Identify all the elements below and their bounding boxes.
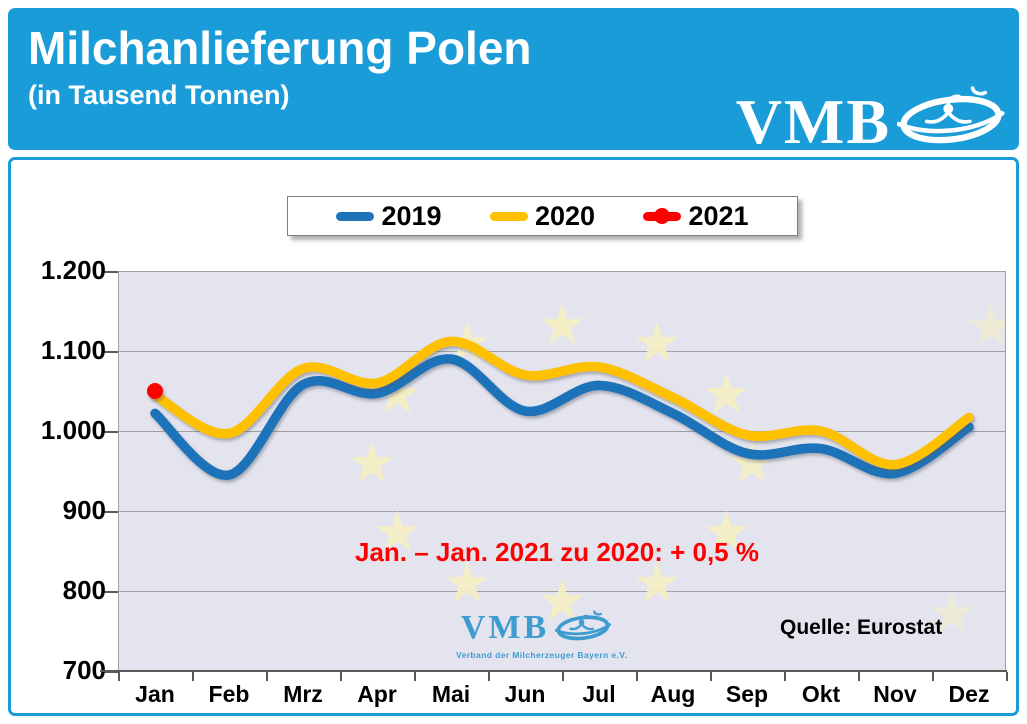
- x-tick-label: Nov: [873, 681, 917, 707]
- x-axis-tick: [562, 672, 564, 681]
- x-tick-label: Aug: [650, 681, 696, 707]
- legend-line-swatch-2021: [643, 208, 682, 224]
- x-axis-line: [100, 670, 1007, 672]
- x-axis-tick: [488, 672, 490, 681]
- legend-label: 2020: [534, 200, 596, 231]
- vmb-watermark-text: VMB: [460, 609, 550, 646]
- change-annotation: Jan. – Jan. 2021 zu 2020: + 0,5 %: [355, 537, 759, 567]
- legend-item-2020: 2020: [489, 200, 596, 232]
- x-axis-tick: [266, 672, 268, 681]
- vmb-logo: VMB: [735, 84, 1005, 158]
- x-tick-label: Jul: [582, 681, 616, 707]
- vmb-watermark-swirl-icon: [555, 610, 612, 641]
- x-tick-label: Okt: [801, 681, 841, 707]
- vmb-logo-swirl-icon: [897, 86, 1005, 144]
- x-tick-label: Jun: [504, 681, 546, 707]
- x-tick-label: Feb: [208, 681, 250, 707]
- y-tick-label: 1.200: [40, 255, 106, 285]
- legend-label: 2021: [688, 200, 749, 231]
- x-tick-label: Dez: [948, 681, 990, 707]
- x-tick-label: Apr: [357, 681, 397, 707]
- series-point-2021: [147, 383, 163, 399]
- y-tick-label: 900: [62, 495, 106, 525]
- vmb-watermark-slogan: Verband der Milcherzeuger Bayern e.V.: [456, 650, 628, 660]
- legend-label: 2019: [381, 200, 442, 231]
- vmb-logo-text: VMB: [735, 86, 891, 158]
- vmb-watermark: VMB Verband der Milcherzeuger Bayern e.V…: [456, 608, 628, 660]
- x-axis-tick: [118, 672, 120, 681]
- y-axis-tick: [103, 511, 118, 513]
- x-axis-tick: [1006, 672, 1008, 681]
- gridline: [119, 591, 1005, 593]
- source-credit: Quelle: Eurostat: [780, 616, 943, 639]
- chart-canvas: [147, 336, 974, 480]
- y-axis-tick: [103, 351, 118, 353]
- series-line-2020: [150, 336, 974, 470]
- x-axis-tick: [858, 672, 860, 681]
- legend-item-2019: 2019: [336, 200, 442, 232]
- chart-panel: 2019 2020 2021 ★★★★★★★★★★★★★★: [8, 157, 1019, 716]
- y-tick-label: 1.100: [40, 335, 106, 365]
- x-axis-tick: [710, 672, 712, 681]
- x-tick-label: Sep: [725, 681, 769, 707]
- legend-line-swatch-2020: [489, 211, 528, 221]
- page-title: Milchanlieferung Polen: [28, 22, 532, 74]
- y-tick-label: 1.000: [40, 415, 106, 445]
- y-axis-tick: [103, 431, 118, 433]
- y-axis-tick: [103, 591, 118, 593]
- x-axis-tick: [414, 672, 416, 681]
- x-tick-label: Jan: [135, 681, 175, 707]
- x-tick-label: Mai: [431, 681, 471, 707]
- x-axis-tick: [636, 672, 638, 681]
- x-axis-tick: [192, 672, 194, 681]
- series-line-2019: [150, 354, 974, 480]
- gridline: [119, 431, 1005, 433]
- gridline: [119, 511, 1005, 513]
- legend-line-swatch-2019: [336, 211, 375, 221]
- chart-legend: 2019 2020 2021: [287, 196, 798, 236]
- y-tick-label: 800: [62, 575, 106, 605]
- y-axis-tick: [103, 271, 118, 273]
- x-tick-label: Mrz: [283, 681, 323, 707]
- x-axis-tick: [784, 672, 786, 681]
- x-axis-tick: [340, 672, 342, 681]
- legend-item-2021: 2021: [643, 200, 749, 232]
- legend-dot-marker: [654, 208, 671, 224]
- gridline: [119, 351, 1005, 353]
- page-subtitle: (in Tausend Tonnen): [28, 80, 290, 111]
- y-tick-label: 700: [62, 655, 106, 685]
- x-axis-tick: [932, 672, 934, 681]
- header-banner: Milchanlieferung Polen (in Tausend Tonne…: [8, 8, 1019, 158]
